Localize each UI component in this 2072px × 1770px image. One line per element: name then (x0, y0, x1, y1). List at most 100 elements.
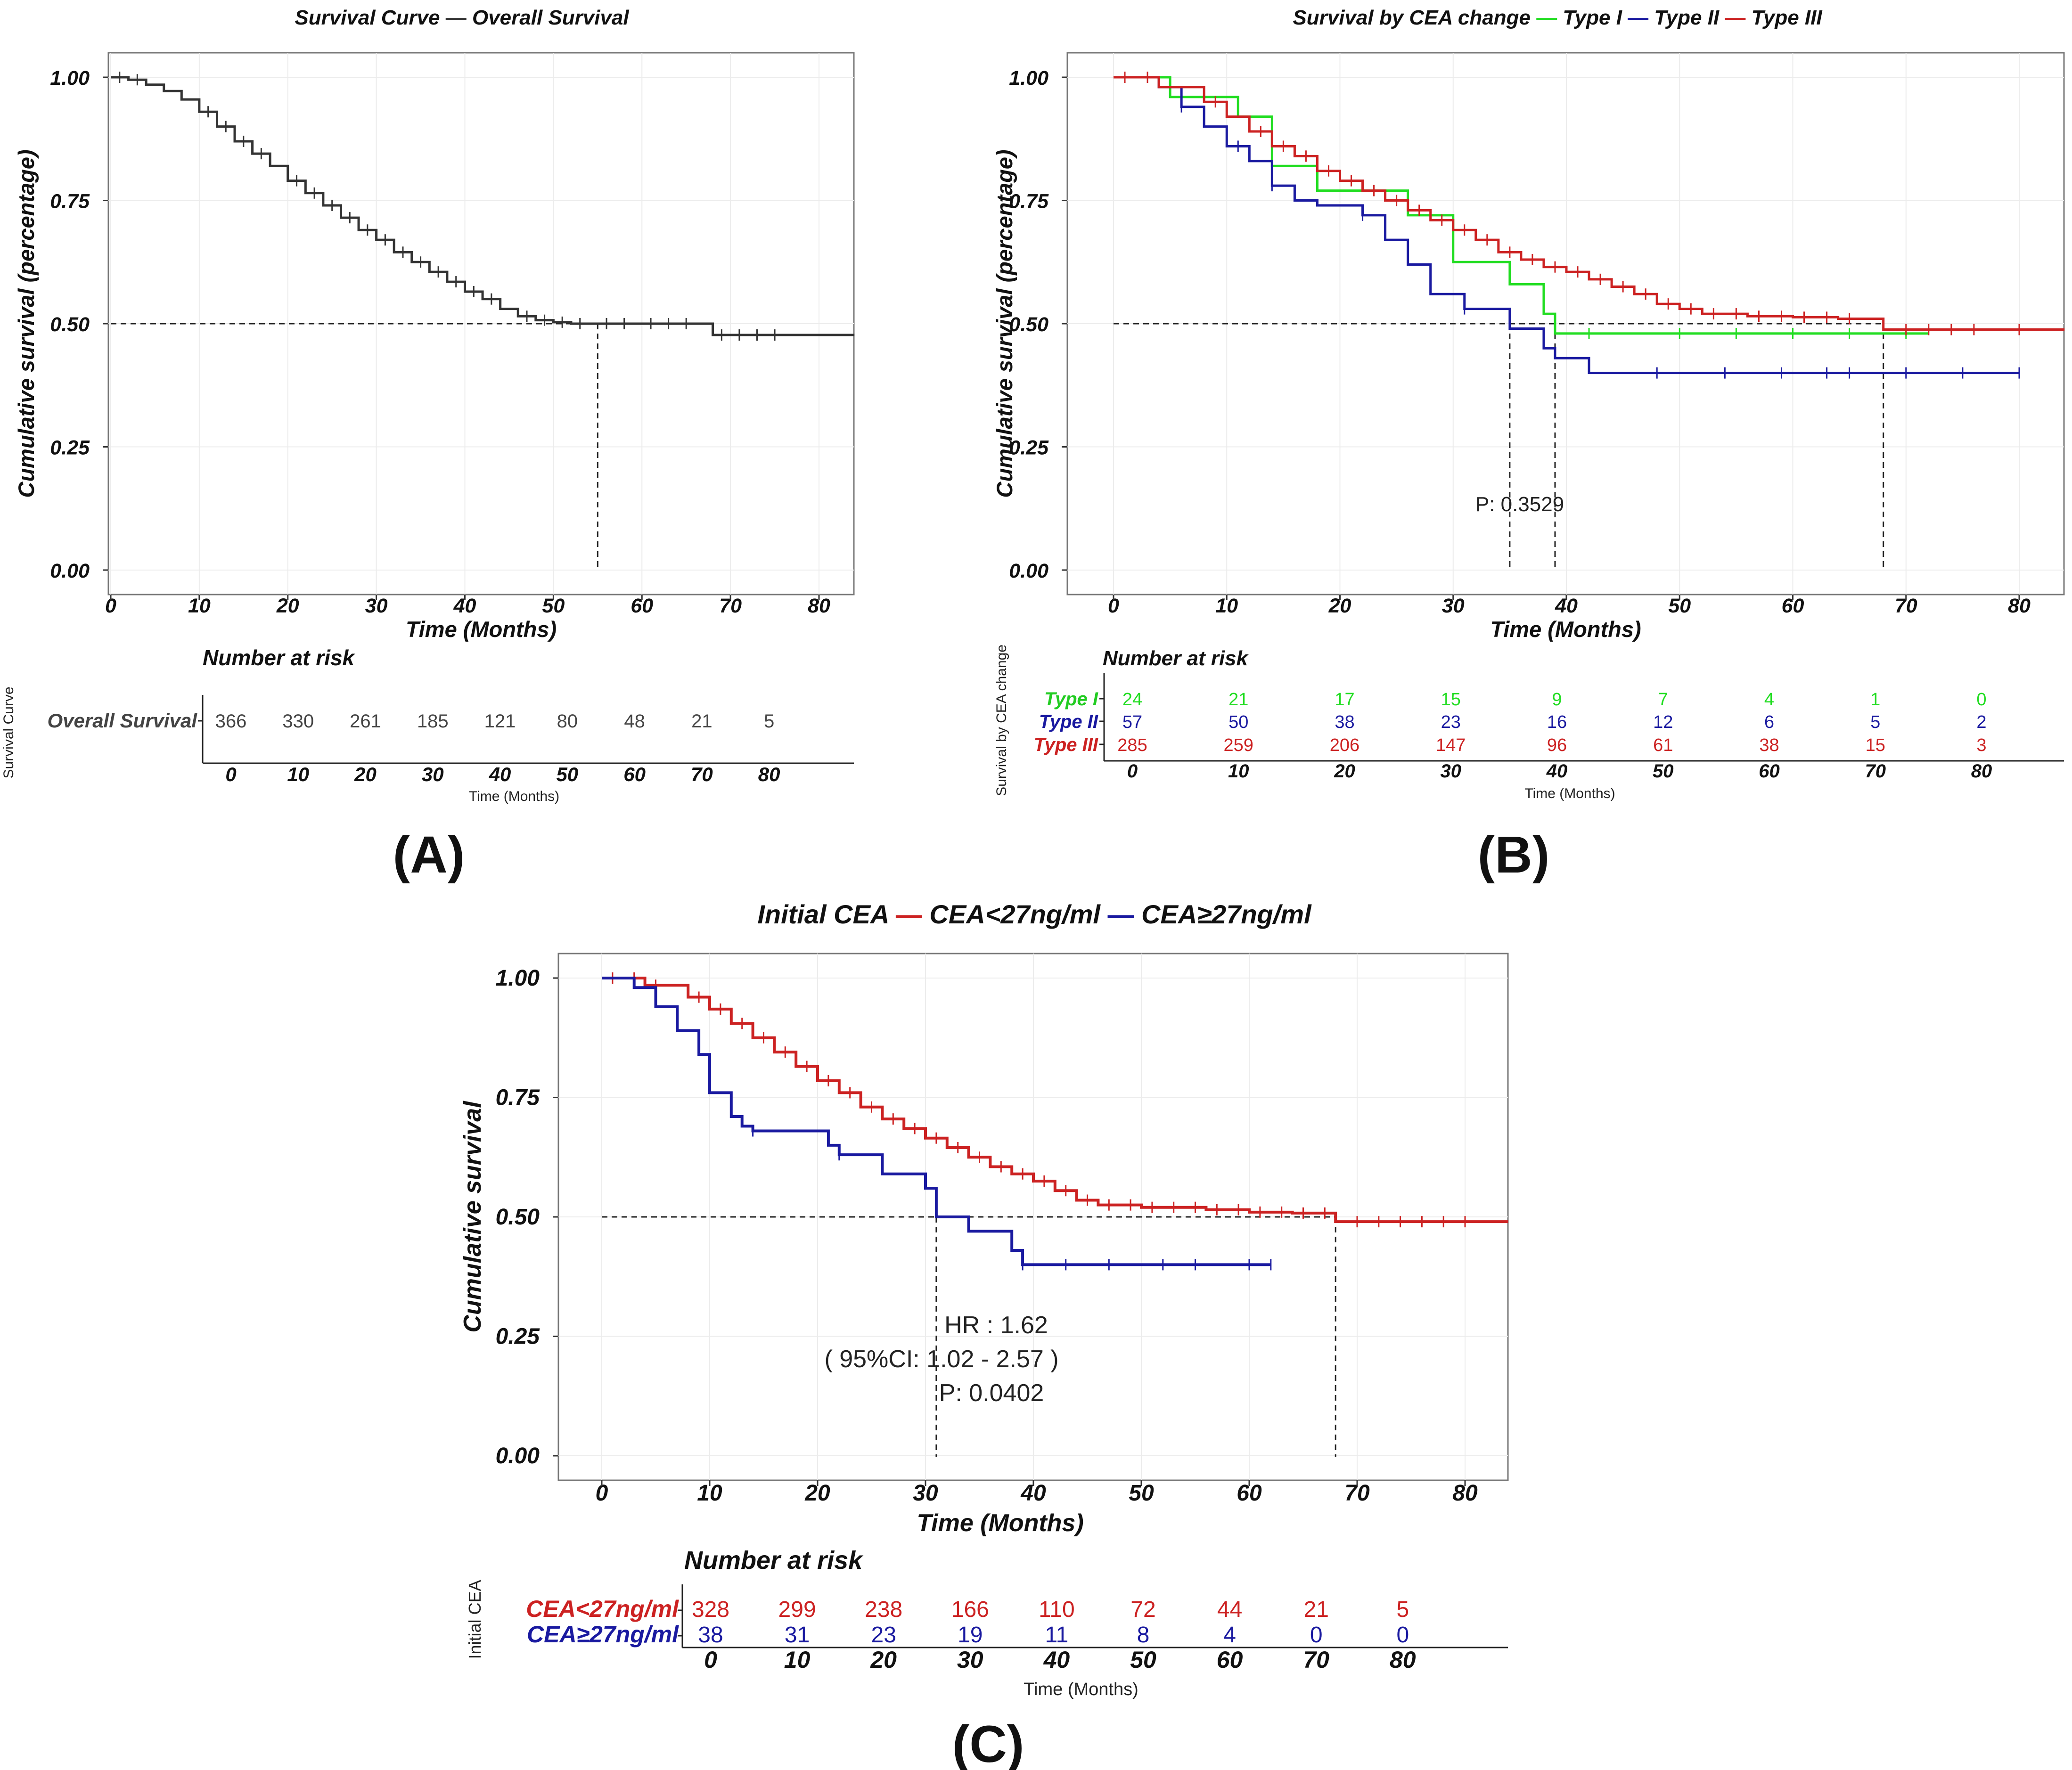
legend-key-1: — (1536, 6, 1563, 29)
x-axis-label: Time (Months) (1490, 617, 1641, 642)
legend-entry-1: CEA<27ng/ml (929, 899, 1107, 929)
risk-x-tick-label: 60 (1759, 761, 1780, 782)
risk-count: 5 (1870, 712, 1880, 732)
risk-side-label: Survival by CEA change (994, 644, 1009, 796)
risk-count: 5 (1396, 1597, 1409, 1622)
risk-count: 9 (1552, 690, 1562, 710)
risk-count: 4 (1223, 1623, 1236, 1648)
risk-x-tick-label: 0 (225, 763, 236, 785)
legend-entry-2: Type II (1654, 6, 1725, 29)
chart-title-legend: Survival Curve — Overall Survival (295, 6, 629, 29)
risk-count: 328 (692, 1597, 729, 1622)
risk-row-label: Type III (1034, 734, 1098, 755)
risk-count: 238 (865, 1597, 902, 1622)
risk-x-tick-label: 40 (1043, 1647, 1070, 1673)
chart-panel-a: 0.00 0.25 0.50 0.75 1.00 0 10 20 30 40 50 60 70 80 Tim… (1, 6, 855, 884)
legend-entry-2: CEA≥27ng/ml (1141, 899, 1312, 929)
risk-count: 31 (785, 1623, 810, 1648)
risk-x-tick-label: 70 (1865, 761, 1886, 782)
y-tick-label: 0.50 (50, 313, 90, 336)
y-tick-label: 0.75 (1009, 190, 1049, 213)
risk-x-tick-label: 20 (870, 1647, 897, 1673)
risk-x-tick-label: 50 (1653, 761, 1674, 782)
risk-count: 2 (1976, 712, 1986, 732)
x-axis-label: Time (Months) (406, 617, 557, 642)
risk-count: 21 (1228, 690, 1248, 710)
risk-row-label: CEA<27ng/ml (526, 1596, 679, 1622)
risk-table-title: Number at risk (1103, 647, 1249, 670)
y-tick-label: 0.75 (50, 190, 90, 213)
survival-curve-2 (602, 977, 1271, 1266)
risk-count: 21 (1304, 1597, 1329, 1622)
panel-label: (B) (1478, 826, 1550, 884)
risk-count: 23 (871, 1623, 896, 1648)
legend-key-2: — (1108, 899, 1142, 929)
legend-entry-3: Type III (1752, 6, 1823, 29)
risk-x-tick-label: 40 (489, 763, 511, 785)
survival-curve-1 (111, 76, 855, 336)
y-tick-label: 0.00 (50, 560, 90, 582)
y-axis-label: Cumulative survival (percentage) (992, 149, 1017, 498)
risk-count: 206 (1330, 735, 1359, 755)
risk-row-label: Type I (1044, 689, 1098, 710)
stat-annotation-2: ( 95%CI: 1.02 - 2.57 ) (824, 1346, 1058, 1373)
risk-count: 72 (1130, 1597, 1155, 1622)
y-tick-label: 1.00 (496, 966, 540, 991)
panel-label: (C) (952, 1715, 1024, 1770)
risk-x-tick-label: 10 (1228, 761, 1249, 782)
risk-x-tick-label: 20 (354, 763, 377, 785)
risk-count: 21 (691, 711, 713, 732)
y-tick-label: 1.00 (1009, 67, 1048, 90)
risk-count: 61 (1653, 735, 1673, 755)
risk-count: 48 (624, 711, 645, 732)
risk-count: 19 (958, 1623, 983, 1648)
risk-x-tick-label: 10 (287, 763, 309, 785)
risk-count: 96 (1547, 735, 1567, 755)
legend-entry-1: Type I (1563, 6, 1628, 29)
risk-count: 15 (1441, 690, 1461, 710)
y-tick-label: 0.00 (1009, 560, 1048, 582)
risk-x-tick-label: 30 (957, 1647, 983, 1673)
risk-row-label: Type II (1039, 711, 1098, 732)
risk-side-label: Initial CEA (465, 1580, 484, 1659)
risk-x-axis-label: Time (Months) (469, 789, 559, 804)
x-axis-label: Time (Months) (917, 1509, 1083, 1537)
risk-count: 4 (1764, 690, 1774, 710)
risk-count: 259 (1224, 735, 1253, 755)
risk-count: 185 (417, 711, 449, 732)
risk-x-tick-label: 50 (1130, 1647, 1156, 1673)
risk-count: 147 (1436, 735, 1466, 755)
risk-x-tick-label: 10 (784, 1647, 811, 1673)
legend-key-3: — (1725, 6, 1751, 29)
legend-key-2: — (1628, 6, 1654, 29)
risk-count: 16 (1547, 712, 1567, 732)
risk-count: 12 (1653, 712, 1673, 732)
risk-count: 23 (1441, 712, 1461, 732)
risk-count: 285 (1117, 735, 1147, 755)
risk-count: 38 (698, 1623, 723, 1648)
stat-annotation-1: HR : 1.62 (944, 1312, 1048, 1339)
risk-count: 17 (1335, 690, 1354, 710)
y-tick-label: 0.50 (1009, 313, 1048, 336)
risk-x-tick-label: 60 (623, 763, 646, 785)
risk-count: 121 (484, 711, 516, 732)
risk-table-title: Number at risk (684, 1546, 864, 1574)
risk-x-tick-label: 50 (556, 763, 578, 785)
chart-title-legend: Initial CEA — CEA<27ng/ml — CEA≥27ng/ml (757, 899, 1312, 929)
risk-count: 110 (1039, 1597, 1075, 1622)
panel-label: (A) (393, 826, 465, 884)
y-tick-label: 0.25 (1009, 437, 1049, 459)
risk-x-tick-label: 0 (704, 1647, 717, 1673)
risk-x-tick-label: 70 (691, 763, 713, 785)
chart-title-legend: Survival by CEA change — Type I — Type I… (1293, 6, 1822, 29)
risk-x-tick-label: 80 (1390, 1647, 1416, 1673)
risk-count: 366 (215, 711, 247, 732)
y-tick-label: 1.00 (50, 67, 90, 90)
risk-count: 0 (1976, 690, 1986, 710)
risk-count: 38 (1759, 735, 1779, 755)
risk-count: 5 (764, 711, 774, 732)
risk-count: 57 (1122, 712, 1142, 732)
risk-count: 24 (1122, 690, 1142, 710)
risk-x-axis-label: Time (Months) (1024, 1680, 1138, 1699)
risk-x-tick-label: 30 (1440, 761, 1461, 782)
